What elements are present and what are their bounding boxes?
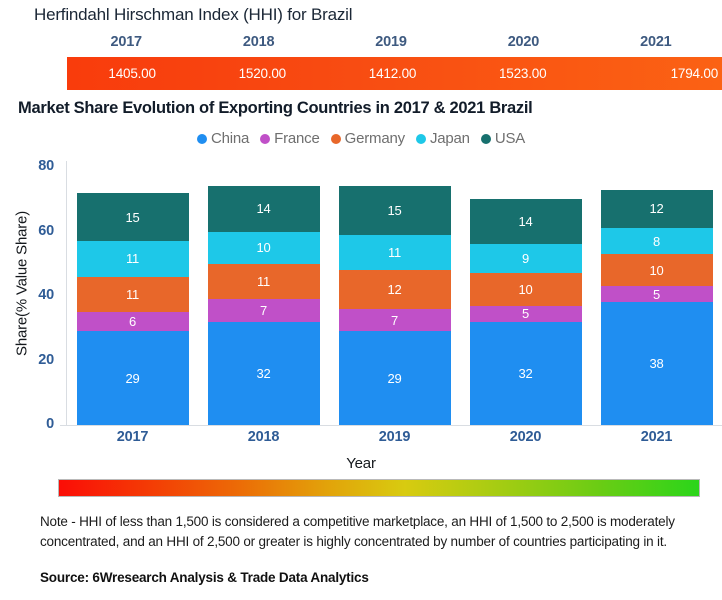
bar-segment[interactable]: 8 <box>600 228 713 255</box>
x-axis-tick-label: 2018 <box>247 429 280 445</box>
legend-swatch-icon <box>415 133 426 144</box>
legend-label: France <box>274 130 320 147</box>
bar-segment[interactable]: 32 <box>207 321 320 425</box>
bar-group[interactable]: 32 5 10 9 14 <box>469 199 582 425</box>
x-axis-tick-label: 2017 <box>116 429 149 445</box>
hhi-year-label: 2019 <box>375 34 407 50</box>
plot-area: Share(% Value Share) 0 20 40 60 80 29 6 11 11 15… <box>0 155 722 472</box>
bar-segment[interactable]: 38 <box>600 302 713 425</box>
x-axis-label: Year <box>346 455 376 472</box>
hhi-value: 1405.00 <box>108 66 156 81</box>
bar-segment[interactable]: 29 <box>76 331 189 425</box>
hhi-year-label: 2018 <box>242 34 275 50</box>
bar-segment[interactable]: 29 <box>338 331 451 425</box>
hhi-value: 1523.00 <box>499 66 547 81</box>
bar-group[interactable]: 29 7 12 11 15 <box>338 186 451 425</box>
legend-item-france[interactable]: France <box>260 130 320 147</box>
bar-group[interactable]: 29 6 11 11 15 <box>76 192 189 425</box>
bar-segment[interactable]: 15 <box>338 186 451 235</box>
bar-segment[interactable]: 5 <box>600 286 713 303</box>
bar-segment[interactable]: 9 <box>469 244 582 274</box>
legend-item-germany[interactable]: Germany <box>330 130 405 147</box>
x-axis-tick-label: 2021 <box>640 429 673 445</box>
bar-segment[interactable]: 12 <box>600 189 713 229</box>
legend-swatch-icon <box>196 133 207 144</box>
hhi-value-bar: 1405.00 1520.00 1412.00 1523.00 1794.00 <box>67 57 722 90</box>
source-text: Source: 6Wresearch Analysis & Trade Data… <box>40 570 369 585</box>
x-axis-line <box>60 425 722 426</box>
legend-label: USA <box>494 130 526 147</box>
bar-segment[interactable]: 15 <box>76 192 189 242</box>
y-axis-tick-label: 20 <box>38 351 54 368</box>
bar-segment[interactable]: 11 <box>76 276 189 313</box>
hhi-year-header-row: 2017 2018 2019 2020 2021 <box>60 34 722 54</box>
y-axis-tick-label: 0 <box>46 416 54 432</box>
hhi-value: 1520.00 <box>238 66 287 81</box>
chart-title: Market Share Evolution of Exporting Coun… <box>18 99 533 117</box>
stacked-bar-series: 29 6 11 11 15 32 7 11 10 14 29 7 12 11 15 32 5 10 9 14 38 5 10… <box>67 155 722 425</box>
legend-item-japan[interactable]: Japan <box>415 130 470 147</box>
chart-legend: China France Germany Japan USA <box>0 130 722 147</box>
legend-swatch-icon <box>260 133 271 144</box>
bar-segment[interactable]: 6 <box>76 312 189 332</box>
y-axis-line <box>66 161 67 426</box>
bar-segment[interactable]: 10 <box>469 273 582 306</box>
bar-segment[interactable]: 10 <box>207 231 320 264</box>
hhi-title: Herfindahl Hirschman Index (HHI) for Bra… <box>34 5 353 24</box>
bar-segment[interactable]: 5 <box>469 305 582 322</box>
bar-segment[interactable]: 7 <box>207 299 320 322</box>
bar-segment[interactable]: 11 <box>76 241 189 277</box>
note-text: Note - HHI of less than 1,500 is conside… <box>40 514 675 549</box>
hhi-value: 1794.00 <box>670 66 719 81</box>
bar-segment[interactable]: 7 <box>338 308 451 332</box>
legend-label: Germany <box>344 130 405 147</box>
legend-item-china[interactable]: China <box>196 130 250 147</box>
legend-item-usa[interactable]: USA <box>480 130 526 147</box>
y-axis-tick-label: 60 <box>38 222 54 239</box>
y-axis-tick-label: 40 <box>38 287 54 303</box>
hhi-year-label: 2017 <box>110 34 142 50</box>
bar-group[interactable]: 32 7 11 10 14 <box>207 186 320 425</box>
y-axis-tick-label: 80 <box>38 158 54 174</box>
bar-group[interactable]: 38 5 10 8 12 <box>600 189 713 425</box>
hhi-year-label: 2021 <box>640 34 672 50</box>
hhi-value: 1412.00 <box>368 66 417 81</box>
legend-label: Japan <box>429 130 470 147</box>
bar-segment[interactable]: 32 <box>469 321 582 425</box>
bar-segment[interactable]: 14 <box>207 186 320 232</box>
bar-segment[interactable]: 10 <box>600 254 713 287</box>
hhi-year-label: 2020 <box>507 34 540 50</box>
bar-segment[interactable]: 11 <box>207 263 320 300</box>
legend-label: China <box>210 130 250 147</box>
x-axis-tick-label: 2019 <box>378 429 411 445</box>
bar-segment[interactable]: 14 <box>469 199 582 245</box>
hhi-scale-gradient-bar <box>58 479 700 497</box>
x-axis-tick-label: 2020 <box>509 429 542 445</box>
bar-segment[interactable]: 11 <box>338 234 451 271</box>
bar-segment[interactable]: 12 <box>338 270 451 309</box>
legend-swatch-icon <box>330 133 341 144</box>
legend-swatch-icon <box>480 133 491 144</box>
